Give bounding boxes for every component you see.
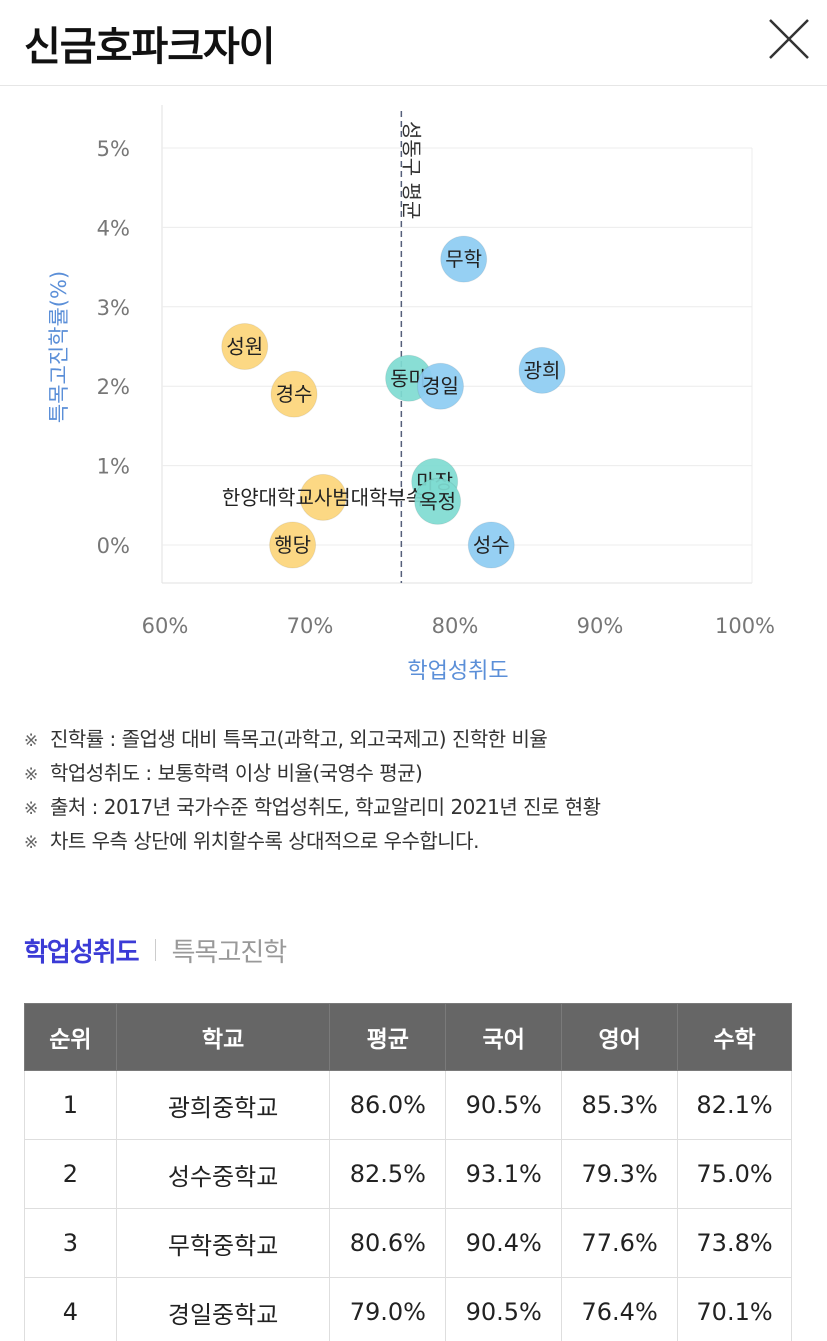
- y-tick-label: 1%: [97, 455, 130, 479]
- cell-average: 80.6%: [329, 1208, 447, 1278]
- point-blue: [518, 346, 566, 394]
- point-label: 성수: [473, 533, 510, 557]
- point-label: 행당: [274, 533, 311, 557]
- cell-english: 85.3%: [561, 1070, 679, 1140]
- note-mark: ※: [24, 765, 38, 785]
- point-label: 옥정: [419, 489, 456, 513]
- cell-korean: 90.5%: [445, 1277, 563, 1341]
- cell-average: 82.5%: [329, 1139, 447, 1209]
- col-rank: 순위: [24, 1003, 117, 1071]
- point-label: 광희: [524, 358, 561, 382]
- x-tick-label: 90%: [577, 614, 624, 638]
- y-tick-label: 0%: [97, 534, 130, 558]
- point-yellow: [221, 323, 269, 370]
- cell-english: 77.6%: [561, 1208, 679, 1278]
- note-mark: ※: [24, 799, 38, 819]
- note-text: 학업성취도 : 보통학력 이상 비율(국영수 평균): [50, 761, 423, 785]
- note-3: ※ 출처 : 2017년 국가수준 학업성취도, 학교알리미 2021년 진로 현…: [24, 792, 804, 826]
- point-yellow: [270, 370, 318, 418]
- cell-school: 성수중학교: [115, 1139, 331, 1209]
- table-header-row: 순위 학교 평균 국어 영어 수학: [24, 1003, 792, 1071]
- col-school: 학교: [115, 1003, 331, 1071]
- point-label: 한양대학교사범대학부속: [222, 485, 424, 509]
- table-row[interactable]: 1 광희중학교 86.0% 90.5% 85.3% 82.1%: [24, 1070, 792, 1140]
- cell-math: 70.1%: [677, 1277, 792, 1341]
- point-label: 성원: [226, 335, 263, 359]
- note-4: ※ 차트 우측 상단에 위치할수록 상대적으로 우수합니다.: [24, 826, 804, 860]
- x-tick-label: 80%: [432, 614, 479, 638]
- header: 신금호파크자이: [0, 0, 827, 86]
- x-tick-label: 100%: [715, 614, 775, 638]
- y-tick-label: 3%: [97, 296, 130, 320]
- tab-special-high[interactable]: 특목고진학: [171, 937, 288, 968]
- tabs: 학업성취도 특목고진학: [24, 930, 288, 970]
- cell-rank: 3: [24, 1208, 117, 1278]
- note-mark: ※: [24, 833, 38, 853]
- table-row[interactable]: 2 성수중학교 82.5% 93.1% 79.3% 75.0%: [24, 1139, 792, 1209]
- point-label: 경수: [276, 382, 313, 406]
- col-english: 영어: [561, 1003, 679, 1071]
- cell-english: 76.4%: [561, 1277, 679, 1341]
- cell-english: 79.3%: [561, 1139, 679, 1209]
- cell-average: 79.0%: [329, 1277, 447, 1341]
- note-2: ※ 학업성취도 : 보통학력 이상 비율(국영수 평균): [24, 758, 804, 792]
- y-axis-label: 특목고진학률(%): [47, 271, 71, 423]
- y-tick-label: 5%: [97, 137, 130, 161]
- y-tick-label: 4%: [97, 216, 130, 240]
- x-tick-label: 60%: [142, 614, 189, 638]
- cell-math: 82.1%: [677, 1070, 792, 1140]
- cell-korean: 93.1%: [445, 1139, 563, 1209]
- note-text: 출처 : 2017년 국가수준 학업성취도, 학교알리미 2021년 진로 현황: [50, 795, 601, 819]
- table-row[interactable]: 3 무학중학교 80.6% 90.4% 77.6% 73.8%: [24, 1208, 792, 1278]
- page-title: 신금호파크자이: [24, 24, 276, 70]
- cell-korean: 90.4%: [445, 1208, 563, 1278]
- chart-svg: 0% 1% 2% 3% 4% 5% 60% 70% 80% 90% 100% 학업성취도 특목고진학률(…: [47, 105, 775, 684]
- point-teal: [414, 477, 462, 525]
- note-text: 차트 우측 상단에 위치할수록 상대적으로 우수합니다.: [50, 829, 479, 853]
- col-average: 평균: [329, 1003, 447, 1071]
- x-tick-label: 70%: [287, 614, 334, 638]
- cell-rank: 2: [24, 1139, 117, 1209]
- notes: ※ 진학률 : 졸업생 대비 특목고(과학고, 외고국제고) 진학한 비율 ※ 학업…: [24, 724, 804, 860]
- y-tick-label: 2%: [97, 375, 130, 399]
- col-math: 수학: [677, 1003, 792, 1071]
- point-blue: [417, 362, 464, 410]
- cell-average: 86.0%: [329, 1070, 447, 1140]
- tab-divider: [154, 939, 156, 961]
- note-mark: ※: [24, 731, 38, 751]
- point-yellow: [299, 473, 347, 521]
- ranking-table: 순위 학교 평균 국어 영어 수학 1 광희중학교 86.0% 90.5% 85…: [24, 1003, 792, 1341]
- cell-rank: 1: [24, 1070, 117, 1140]
- cell-math: 73.8%: [677, 1208, 792, 1278]
- cell-korean: 90.5%: [445, 1070, 563, 1140]
- close-icon[interactable]: [764, 14, 814, 64]
- cell-school: 무학중학교: [115, 1208, 331, 1278]
- table-row[interactable]: 4 경일중학교 79.0% 90.5% 76.4% 70.1%: [24, 1277, 792, 1341]
- note-text: 진학률 : 졸업생 대비 특목고(과학고, 외고국제고) 진학한 비율: [50, 727, 548, 751]
- point-label: 무학: [445, 247, 482, 271]
- x-axis-label: 학업성취도: [407, 659, 508, 684]
- note-1: ※ 진학률 : 졸업생 대비 특목고(과학고, 외고국제고) 진학한 비율: [24, 724, 804, 758]
- cell-math: 75.0%: [677, 1139, 792, 1209]
- cell-school: 경일중학교: [115, 1277, 331, 1341]
- cell-rank: 4: [24, 1277, 117, 1341]
- point-blue: [467, 521, 515, 569]
- tab-achievement[interactable]: 학업성취도: [24, 937, 140, 968]
- scatter-chart: 0% 1% 2% 3% 4% 5% 60% 70% 80% 90% 100% 학업성취도 특목고진학률(…: [0, 95, 827, 695]
- point-label: 경일: [422, 374, 459, 398]
- cell-school: 광희중학교: [115, 1070, 331, 1140]
- point-yellow: [269, 521, 317, 569]
- point-blue: [440, 235, 488, 283]
- average-line-label: 성동구 평균: [399, 121, 423, 219]
- col-korean: 국어: [445, 1003, 563, 1071]
